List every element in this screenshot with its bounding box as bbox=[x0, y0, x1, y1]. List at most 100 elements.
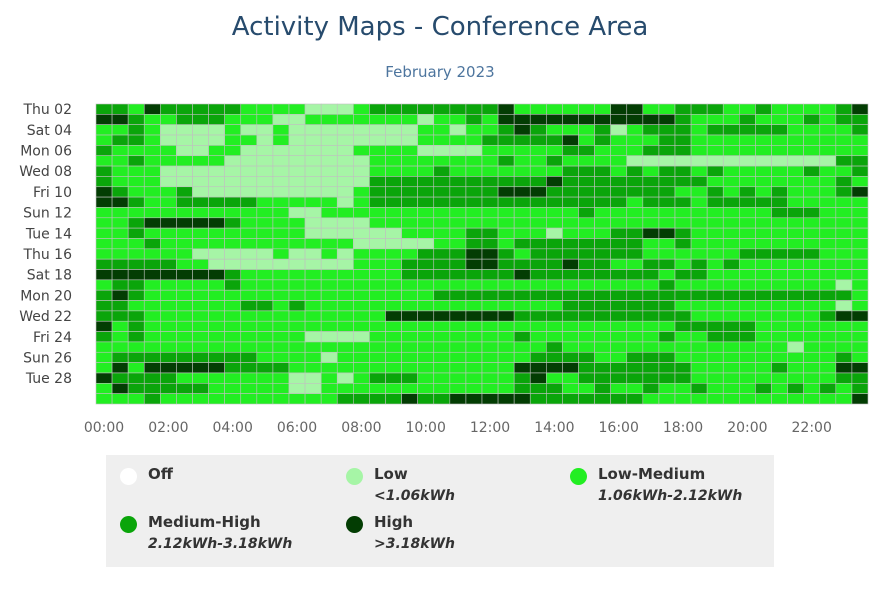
heatmap-cell[interactable] bbox=[385, 351, 402, 363]
heatmap-cell[interactable] bbox=[208, 279, 225, 291]
heatmap-cell[interactable] bbox=[208, 383, 225, 394]
heatmap-cell[interactable] bbox=[160, 258, 177, 270]
heatmap-cell[interactable] bbox=[353, 217, 370, 229]
heatmap-cell[interactable] bbox=[578, 238, 595, 250]
heatmap-cell[interactable] bbox=[787, 145, 804, 157]
heatmap-cell[interactable] bbox=[401, 186, 418, 198]
heatmap-cell[interactable] bbox=[642, 134, 660, 146]
heatmap-cell[interactable] bbox=[449, 114, 467, 125]
heatmap-cell[interactable] bbox=[642, 103, 660, 115]
heatmap-cell[interactable] bbox=[594, 258, 611, 270]
heatmap-cell[interactable] bbox=[417, 383, 435, 394]
heatmap-cell[interactable] bbox=[610, 134, 628, 146]
heatmap-cell[interactable] bbox=[819, 258, 837, 270]
heatmap-cell[interactable] bbox=[529, 238, 547, 250]
heatmap-cell[interactable] bbox=[706, 341, 724, 353]
heatmap-cell[interactable] bbox=[481, 196, 499, 208]
heatmap-cell[interactable] bbox=[336, 103, 354, 115]
heatmap-cell[interactable] bbox=[385, 134, 402, 146]
heatmap-cell[interactable] bbox=[353, 331, 370, 343]
heatmap-cell[interactable] bbox=[465, 331, 483, 343]
heatmap-cell[interactable] bbox=[803, 238, 821, 250]
heatmap-cell[interactable] bbox=[256, 300, 274, 312]
heatmap-cell[interactable] bbox=[771, 114, 788, 125]
heatmap-cell[interactable] bbox=[127, 320, 145, 332]
heatmap-cell[interactable] bbox=[304, 196, 322, 208]
heatmap-cell[interactable] bbox=[658, 310, 676, 322]
heatmap-cell[interactable] bbox=[208, 331, 225, 343]
heatmap-cell[interactable] bbox=[417, 155, 435, 167]
heatmap-cell[interactable] bbox=[449, 258, 467, 270]
heatmap-cell[interactable] bbox=[465, 114, 483, 125]
heatmap-cell[interactable] bbox=[143, 176, 161, 188]
heatmap-cell[interactable] bbox=[851, 103, 869, 115]
heatmap-cell[interactable] bbox=[465, 372, 483, 384]
heatmap-cell[interactable] bbox=[160, 186, 177, 198]
heatmap-cell[interactable] bbox=[224, 341, 242, 353]
heatmap-cell[interactable] bbox=[578, 114, 595, 125]
heatmap-cell[interactable] bbox=[320, 248, 338, 260]
heatmap-cell[interactable] bbox=[417, 351, 435, 363]
heatmap-cell[interactable] bbox=[176, 341, 193, 353]
heatmap-cell[interactable] bbox=[481, 341, 499, 353]
heatmap-cell[interactable] bbox=[417, 362, 435, 374]
heatmap-cell[interactable] bbox=[111, 134, 129, 146]
heatmap-cell[interactable] bbox=[127, 186, 145, 198]
heatmap-cell[interactable] bbox=[272, 372, 290, 384]
heatmap-cell[interactable] bbox=[95, 124, 113, 136]
heatmap-cell[interactable] bbox=[851, 124, 869, 136]
heatmap-cell[interactable] bbox=[111, 207, 129, 219]
heatmap-cell[interactable] bbox=[127, 134, 145, 146]
heatmap-cell[interactable] bbox=[513, 217, 531, 229]
heatmap-cell[interactable] bbox=[497, 310, 515, 322]
heatmap-cell[interactable] bbox=[803, 248, 821, 260]
heatmap-cell[interactable] bbox=[674, 351, 692, 363]
heatmap-cell[interactable] bbox=[594, 207, 611, 219]
heatmap-cell[interactable] bbox=[626, 383, 644, 394]
heatmap-cell[interactable] bbox=[208, 176, 225, 188]
heatmap-cell[interactable] bbox=[706, 186, 724, 198]
heatmap-cell[interactable] bbox=[256, 289, 274, 301]
heatmap-cell[interactable] bbox=[417, 165, 435, 177]
heatmap-cell[interactable] bbox=[95, 393, 113, 405]
heatmap-cell[interactable] bbox=[111, 289, 129, 301]
heatmap-cell[interactable] bbox=[353, 238, 370, 250]
heatmap-cell[interactable] bbox=[401, 362, 418, 374]
heatmap-cell[interactable] bbox=[497, 269, 515, 281]
heatmap-cell[interactable] bbox=[513, 238, 531, 250]
heatmap-cell[interactable] bbox=[706, 103, 724, 115]
heatmap-cell[interactable] bbox=[642, 196, 660, 208]
heatmap-cell[interactable] bbox=[771, 176, 788, 188]
heatmap-cell[interactable] bbox=[497, 207, 515, 219]
heatmap-cell[interactable] bbox=[739, 165, 756, 177]
heatmap-cell[interactable] bbox=[835, 155, 853, 167]
heatmap-cell[interactable] bbox=[465, 383, 483, 394]
heatmap-cell[interactable] bbox=[835, 145, 853, 157]
heatmap-cell[interactable] bbox=[449, 393, 467, 405]
heatmap-cell[interactable] bbox=[224, 227, 242, 239]
heatmap-cell[interactable] bbox=[851, 227, 869, 239]
heatmap-cell[interactable] bbox=[722, 341, 740, 353]
heatmap-cell[interactable] bbox=[529, 269, 547, 281]
heatmap-cell[interactable] bbox=[369, 372, 386, 384]
heatmap-cell[interactable] bbox=[272, 279, 290, 291]
heatmap-cell[interactable] bbox=[658, 269, 676, 281]
heatmap-cell[interactable] bbox=[192, 372, 209, 384]
heatmap-cell[interactable] bbox=[642, 393, 660, 405]
heatmap-cell[interactable] bbox=[320, 155, 338, 167]
heatmap-cell[interactable] bbox=[320, 207, 338, 219]
heatmap-cell[interactable] bbox=[803, 279, 821, 291]
heatmap-cell[interactable] bbox=[690, 320, 708, 332]
heatmap-cell[interactable] bbox=[546, 331, 563, 343]
heatmap-cell[interactable] bbox=[497, 238, 515, 250]
heatmap-cell[interactable] bbox=[546, 372, 563, 384]
heatmap-cell[interactable] bbox=[256, 124, 274, 136]
heatmap-cell[interactable] bbox=[127, 114, 145, 125]
heatmap-cell[interactable] bbox=[803, 114, 821, 125]
heatmap-cell[interactable] bbox=[288, 248, 306, 260]
heatmap-cell[interactable] bbox=[385, 176, 402, 188]
heatmap-cell[interactable] bbox=[642, 351, 660, 363]
heatmap-cell[interactable] bbox=[433, 310, 451, 322]
heatmap-cell[interactable] bbox=[160, 341, 177, 353]
heatmap-cell[interactable] bbox=[176, 362, 193, 374]
